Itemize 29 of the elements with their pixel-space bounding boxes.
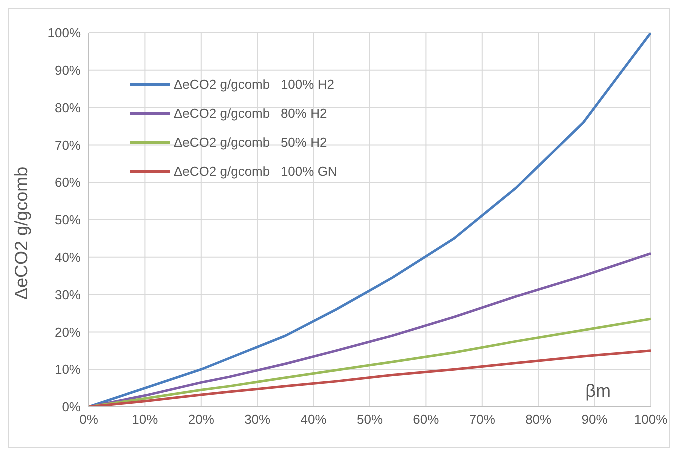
y-tick-label: 40%: [54, 250, 82, 266]
x-tick-label: 70%: [469, 412, 496, 428]
x-tick-label: 100%: [634, 412, 668, 428]
line-series: [89, 33, 651, 407]
x-tick-label: 30%: [244, 412, 272, 428]
y-tick-label: 10%: [54, 362, 82, 378]
y-tick-label: 0%: [62, 400, 82, 415]
legend-label: ΔeCO2 g/gcomb 80% H2: [174, 106, 328, 121]
y-tick-label: 80%: [54, 100, 82, 116]
y-tick-label: 100%: [48, 26, 82, 41]
y-tick-label: 50%: [54, 212, 82, 228]
y-tick-label: 20%: [54, 324, 82, 340]
x-tick-label: 50%: [356, 412, 384, 428]
y-tick-label: 60%: [54, 175, 82, 190]
legend-label: ΔeCO2 g/gcomb 50% H2: [174, 135, 328, 150]
y-tick-label: 70%: [54, 138, 82, 153]
x-tick-label: 80%: [526, 412, 552, 428]
x-tick-label: 90%: [582, 412, 608, 428]
x-tick-label: 20%: [188, 412, 215, 428]
y-axis-title: ΔeCO2 g/gcomb: [11, 166, 32, 300]
x-tick-label: 0%: [80, 412, 99, 428]
x-tick-label: 60%: [413, 412, 440, 428]
y-tick-label: 30%: [54, 287, 82, 302]
x-axis-title: βm: [586, 381, 611, 401]
y-tick-label: 90%: [54, 63, 82, 78]
legend-label: ΔeCO2 g/gcomb 100% H2: [174, 77, 334, 92]
x-tick-label: 10%: [132, 412, 159, 428]
x-tick-label: 40%: [300, 412, 328, 428]
legend-label: ΔeCO2 g/gcomb 100% GN: [174, 164, 338, 179]
